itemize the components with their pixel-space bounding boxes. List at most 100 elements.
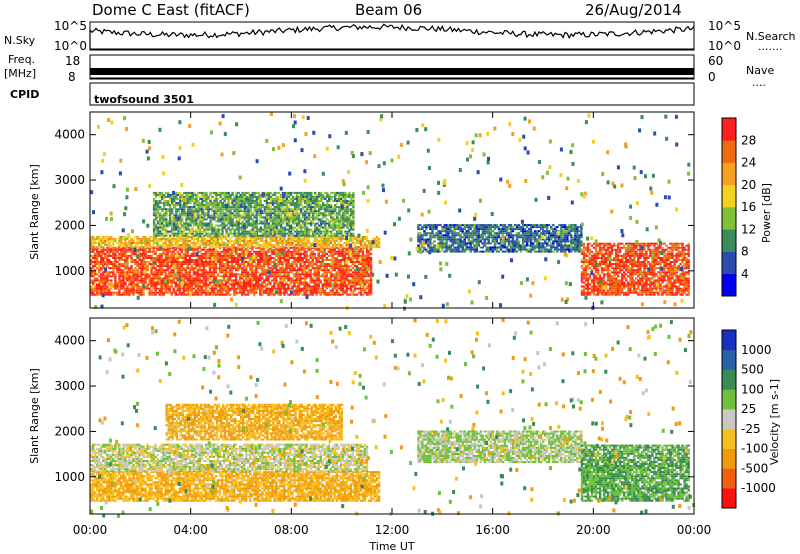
power-cell — [112, 273, 115, 276]
power-cell — [96, 261, 99, 263]
power-cell — [196, 235, 200, 238]
power-cell — [281, 263, 284, 266]
power-cell — [243, 287, 246, 290]
power-cell — [138, 293, 141, 296]
power-cell — [178, 291, 181, 294]
power-cell — [191, 220, 194, 223]
power-cell — [289, 200, 293, 202]
power-cell — [283, 275, 286, 278]
power-cell — [142, 281, 145, 284]
power-cell — [222, 287, 226, 290]
power-cell — [166, 291, 169, 294]
power-cell — [317, 277, 320, 280]
power-cell — [287, 218, 291, 221]
power-cell — [152, 212, 156, 215]
power-cell — [303, 287, 306, 290]
power-cell — [171, 208, 174, 211]
power-cell — [166, 248, 169, 251]
power-cell — [307, 265, 310, 268]
power-cell — [184, 281, 187, 284]
power-cell — [299, 291, 302, 294]
power-cell — [357, 267, 361, 270]
power-cell — [184, 250, 187, 253]
power-cell — [235, 210, 238, 213]
power-cell — [310, 200, 313, 202]
power-cell — [112, 275, 115, 278]
power-cell — [325, 275, 328, 278]
power-cell — [205, 232, 208, 235]
power-cell — [219, 195, 222, 198]
power-cell — [190, 252, 194, 255]
power-cell — [305, 200, 309, 202]
power-cell — [341, 248, 345, 251]
power-cell — [169, 220, 172, 223]
power-cell — [156, 191, 160, 194]
power-cell — [329, 237, 332, 240]
power-cell — [299, 239, 302, 242]
power-cell — [210, 285, 214, 288]
power-cell — [373, 239, 377, 242]
power-cell — [314, 208, 317, 211]
power-cell — [327, 263, 330, 266]
power-cell — [100, 246, 103, 249]
power-cell — [92, 273, 95, 276]
power-cell — [140, 254, 143, 257]
power-cell — [239, 281, 242, 284]
power-cell — [100, 287, 103, 290]
power-cell — [168, 257, 171, 259]
power-cell — [253, 259, 256, 261]
power-cell — [146, 244, 149, 246]
power-cell — [291, 287, 294, 290]
power-cell — [201, 222, 204, 225]
power-cell — [168, 237, 171, 240]
power-cell — [345, 279, 349, 282]
power-cell — [178, 237, 181, 240]
power-cell — [170, 239, 173, 242]
power-cell — [251, 269, 254, 272]
power-cell — [323, 235, 326, 238]
power-cell — [132, 291, 135, 294]
power-cell — [305, 277, 308, 280]
power-cell — [202, 239, 206, 242]
power-cell — [219, 212, 222, 215]
power-cell — [110, 261, 113, 263]
power-cell — [146, 237, 149, 240]
power-cell — [154, 257, 157, 259]
power-cell — [159, 234, 162, 237]
power-cell — [176, 244, 179, 246]
power-cell — [307, 191, 311, 194]
power-cell — [144, 252, 147, 255]
power-cell — [112, 246, 115, 249]
power-cell — [363, 267, 367, 270]
power-cell — [214, 275, 218, 278]
power-cell — [166, 250, 169, 253]
power-cell — [219, 216, 222, 219]
power-cell — [312, 208, 315, 211]
power-cell — [281, 271, 284, 274]
power-cell — [251, 257, 254, 259]
power-cell — [179, 208, 182, 211]
power-cell — [275, 234, 279, 237]
power-cell — [293, 237, 296, 240]
power-cell — [232, 285, 236, 288]
power-cell — [273, 267, 276, 270]
power-cell — [197, 214, 200, 217]
power-cell — [269, 232, 273, 235]
power-cell — [171, 234, 174, 237]
power-cell — [279, 254, 282, 257]
power-cell — [277, 250, 280, 253]
power-cell — [169, 212, 172, 215]
power-cell — [170, 250, 173, 253]
power-cell — [120, 254, 123, 257]
power-cell — [197, 202, 200, 205]
power-cell — [217, 216, 220, 219]
power-cell — [166, 239, 169, 242]
power-cell — [295, 287, 298, 290]
power-cell — [325, 271, 328, 274]
power-cell — [204, 242, 208, 244]
power-cell — [154, 277, 157, 280]
power-cell — [148, 293, 151, 296]
power-cell — [122, 248, 125, 251]
power-cell — [293, 259, 296, 261]
power-cell — [241, 191, 244, 194]
